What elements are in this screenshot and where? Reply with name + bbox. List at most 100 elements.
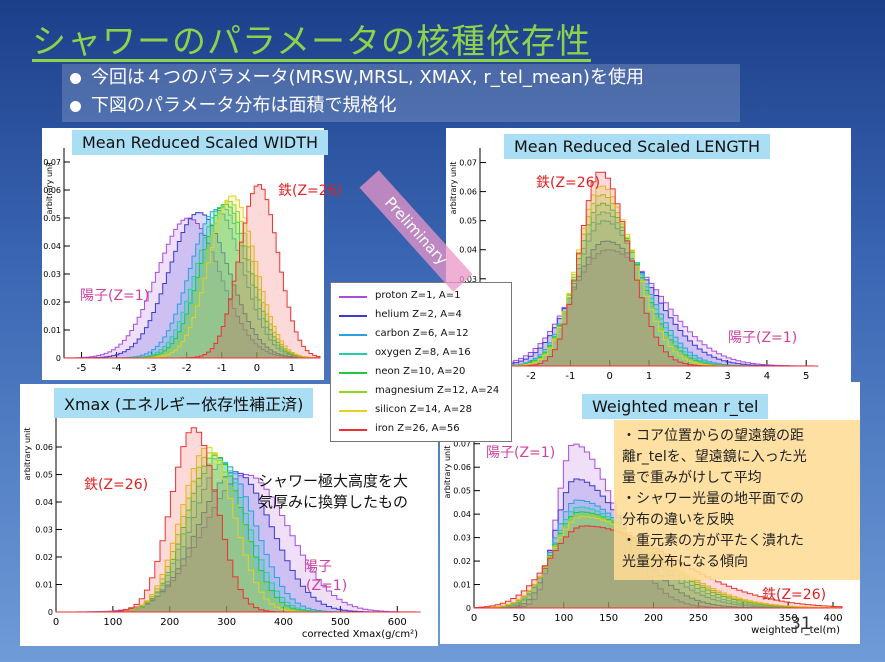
page-title: シャワーのパラメータの核種依存性 xyxy=(32,22,591,62)
x-axis-label: weighted r_tel(m) xyxy=(751,625,840,636)
annotation-iron-mrsl: 鉄(Z=26) xyxy=(536,175,601,191)
y-tick-label: 0.06 xyxy=(43,186,61,195)
legend-swatch xyxy=(339,353,367,355)
x-tick-label: 200 xyxy=(160,617,179,628)
chart-panel-mrsl: -2-101234500.010.020.030.040.050.060.07a… xyxy=(446,128,851,390)
series-histogram xyxy=(56,427,420,613)
y-tick-label: 0.04 xyxy=(35,498,53,507)
legend-swatch xyxy=(339,391,367,393)
page-number: 31 xyxy=(790,614,812,634)
bullet-text: 下図のパラメータ分布は面積で規格化 xyxy=(91,95,397,116)
legend-label: proton Z=1, A=1 xyxy=(375,290,461,301)
chart-mrsl: -2-101234500.010.020.030.040.050.060.07a… xyxy=(449,148,819,390)
y-tick-label: 0 xyxy=(48,608,53,617)
legend-entry: helium Z=2, A=4 xyxy=(331,306,511,326)
x-tick-label: 50 xyxy=(513,613,526,624)
x-tick-label: -3 xyxy=(147,363,157,374)
annotation-proton-mrsw: 陽子(Z=1) xyxy=(80,288,150,304)
legend-label: magnesium Z=12, A=24 xyxy=(375,385,500,396)
x-tick-label: 4 xyxy=(764,371,770,382)
legend-entry: neon Z=10, A=20 xyxy=(331,363,511,383)
x-tick-label: 350 xyxy=(779,613,798,624)
x-tick-label: 500 xyxy=(331,617,350,628)
bullet-dot-icon xyxy=(70,72,81,84)
y-axis-label: arbitrary unit xyxy=(449,162,458,215)
x-tick-label: 0 xyxy=(607,371,613,382)
legend-entry: carbon Z=6, A=12 xyxy=(331,325,511,345)
x-tick-label: 400 xyxy=(823,613,842,624)
legend-label: carbon Z=6, A=12 xyxy=(375,328,469,339)
legend-swatch xyxy=(339,410,367,412)
annotation-proton-z-xmax: (Z=1) xyxy=(306,578,348,594)
note-line: ・コア位置からの望遠鏡の距 xyxy=(622,428,804,444)
xmax-note-line: 気厚みに換算したもの xyxy=(258,493,409,511)
y-tick-label: 0.07 xyxy=(459,159,477,168)
x-tick-label: 0 xyxy=(53,617,59,628)
x-tick-label: 1 xyxy=(646,371,652,382)
legend-swatch xyxy=(339,334,367,336)
chart-panel-xmax: 0 100 200 300 400 500 600 0 0.01 0.02 0.03 0.04 0.05… xyxy=(20,384,438,646)
bullet-text: 今回は４つのパラメータ(MRSW,MRSL, XMAX, r_tel_mean)… xyxy=(91,67,644,88)
bullet-item: 下図のパラメータ分布は面積で規格化 xyxy=(62,92,740,120)
x-tick-label: -2 xyxy=(526,371,536,382)
x-tick-label: 100 xyxy=(103,617,122,628)
y-tick-label: 0.01 xyxy=(35,581,53,590)
bullet-dot-icon xyxy=(70,100,81,112)
x-tick-label: 2 xyxy=(685,371,691,382)
y-tick-label: 0.04 xyxy=(453,510,471,519)
y-tick-label: 0.03 xyxy=(453,534,471,543)
annotation-proton-rtel: 陽子(Z=1) xyxy=(486,445,556,461)
y-tick-label: 0.03 xyxy=(35,526,53,535)
x-tick-label: -1 xyxy=(217,363,227,374)
chart-title-mrsw: Mean Reduced Scaled WIDTH xyxy=(72,130,329,155)
note-line: ・シャワー光量の地平面での xyxy=(622,491,804,507)
legend-swatch xyxy=(339,372,367,374)
x-tick-label: 600 xyxy=(388,617,407,628)
annotation-proton-xmax: 陽子 xyxy=(304,559,332,575)
y-tick-label: 0.02 xyxy=(43,298,61,307)
series-histogram xyxy=(64,184,321,359)
annotation-proton-mrsl: 陽子(Z=1) xyxy=(728,330,798,346)
chart-title-xmax: Xmax (エネルギー依存性補正済) xyxy=(54,388,314,418)
x-tick-label: 3 xyxy=(724,371,730,382)
legend: proton Z=1, A=1 helium Z=2, A=4 carbon Z=6… xyxy=(330,282,512,442)
chart-panel-mrsw: -5 -4 -3 -2 -1 0 1 0 0.01 0.02 0.03 0.04 0.05 0.06 0.0… xyxy=(42,128,324,380)
rtel-note-box: ・コア位置からの望遠鏡の距 離r_telを、望遠鏡に入った光 量で重みがけして平… xyxy=(614,420,860,580)
y-tick-label: 0.05 xyxy=(459,217,477,226)
y-axis-label: arbitrary unit xyxy=(23,428,32,481)
note-line: 分布の違いを反映 xyxy=(622,512,734,528)
legend-label: helium Z=2, A=4 xyxy=(375,309,462,320)
y-tick-label: 0.03 xyxy=(459,275,477,284)
chart-xmax: 0 100 200 300 400 500 600 0 0.01 0.02 0.03 0.04 0.05… xyxy=(23,414,421,640)
chart-title-rtel: Weighted mean r_tel xyxy=(582,394,769,419)
y-tick-label: 0.02 xyxy=(453,557,471,566)
x-tick-label: 300 xyxy=(217,617,236,628)
x-tick-label: -1 xyxy=(565,371,575,382)
x-tick-label: 250 xyxy=(689,613,708,624)
note-line: 光量分布になる傾向 xyxy=(622,554,748,570)
annotation-iron-rtel: 鉄(Z=26) xyxy=(762,587,827,603)
y-tick-label: 0 xyxy=(466,604,471,613)
y-axis-label: arbitrary unit xyxy=(45,162,54,215)
y-tick-label: 0.05 xyxy=(43,214,61,223)
legend-entry: oxygen Z=8, A=16 xyxy=(331,344,511,364)
note-line: 量で重みがけして平均 xyxy=(622,470,762,486)
y-tick-label: 0.07 xyxy=(453,440,471,449)
chart-title-mrsl: Mean Reduced Scaled LENGTH xyxy=(504,134,771,159)
bullet-box: 今回は４つのパラメータ(MRSW,MRSL, XMAX, r_tel_mean)… xyxy=(62,64,740,122)
legend-label: oxygen Z=8, A=16 xyxy=(375,347,471,358)
y-tick-label: 0.04 xyxy=(43,242,61,251)
series-histogram xyxy=(480,171,818,367)
x-axis-label: corrected Xmax(g/cm²) xyxy=(302,629,418,640)
x-tick-label: 400 xyxy=(274,617,293,628)
legend-entry: iron Z=26, A=56 xyxy=(331,420,511,440)
annotation-iron-mrsw: 鉄(Z=26) xyxy=(278,183,343,199)
x-tick-label: 0 xyxy=(471,613,477,624)
y-tick-label: 0.02 xyxy=(35,553,53,562)
x-tick-label: 150 xyxy=(599,613,618,624)
y-tick-label: 0.06 xyxy=(35,443,53,452)
y-tick-label: 0.05 xyxy=(453,487,471,496)
legend-swatch xyxy=(339,429,367,431)
x-tick-label: -2 xyxy=(182,363,192,374)
x-tick-label: 1 xyxy=(289,363,295,374)
